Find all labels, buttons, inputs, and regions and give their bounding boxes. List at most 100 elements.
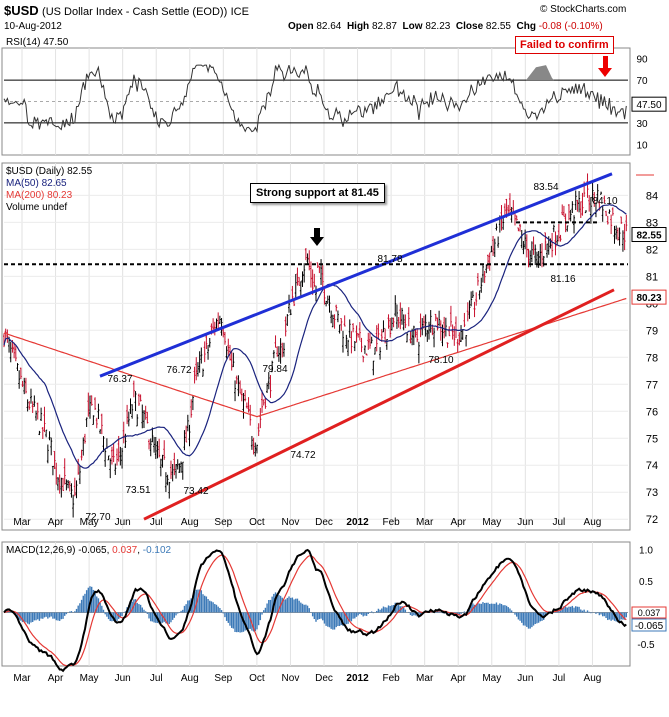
x-tick-label-price: Jun	[517, 517, 533, 528]
chg-value: -0.08 (-0.10%)	[538, 21, 603, 32]
rsi-red-arrow-icon	[598, 56, 612, 77]
ma50-legend: MA(50) 82.65	[6, 178, 92, 190]
ma50-line	[3, 203, 627, 469]
x-tick-label-price: Aug	[584, 517, 602, 528]
down-arrow-icon	[310, 228, 324, 246]
x-tick-label-price: Aug	[181, 517, 199, 528]
x-tick-label-price: Apr	[48, 517, 64, 528]
x-tick-label-macd: Dec	[315, 673, 333, 684]
x-tick-label-macd: Mar	[416, 673, 434, 684]
price-annotation: 76.37	[107, 374, 132, 385]
grid-lines	[4, 48, 628, 666]
x-tick-label-macd: 2012	[346, 673, 369, 684]
price-annotation: 81.16	[550, 274, 575, 285]
macd-value: -0.065	[78, 545, 107, 556]
strong-support-callout: Strong support at 81.45	[250, 183, 385, 203]
chg-label: Chg	[516, 21, 536, 32]
ma50-value: 82.65	[41, 178, 67, 189]
price-annotation: 84.10	[592, 196, 617, 207]
x-tick-label-macd: Aug	[181, 673, 199, 684]
high-value: 82.87	[371, 21, 397, 32]
x-tick-label-price: May	[482, 517, 501, 528]
price-panel-frame	[1, 162, 631, 531]
price-y-tick-label: 79	[646, 325, 658, 337]
macd-value-tag-bg	[631, 618, 667, 632]
x-tick-label-macd: Aug	[584, 673, 602, 684]
high-label: High	[346, 21, 370, 32]
macd-hist-value: -0.102	[142, 545, 172, 556]
x-tick-label-macd: Oct	[249, 673, 265, 684]
exchange: ICE	[230, 6, 249, 18]
rsi-label-row: RSI(14) 47.50	[6, 37, 68, 48]
price-label: $USD (Daily)	[6, 166, 65, 177]
macd-y-tick-label: 1.0	[639, 546, 653, 557]
x-tick-label-price: Mar	[416, 517, 434, 528]
close-label: Close	[455, 21, 484, 32]
x-tick-label-macd: Feb	[382, 673, 400, 684]
watermark: © StockCharts.com	[540, 4, 627, 15]
price-y-tick-label: 78	[646, 352, 658, 364]
rsi-value-tag-bg	[631, 96, 667, 112]
ma200-tag: 80.23	[636, 293, 661, 304]
price-legend: $USD (Daily) 82.55 MA(50) 82.65 MA(200) …	[6, 166, 92, 214]
x-tick-label-price: Jun	[115, 517, 131, 528]
close-value: 82.55	[485, 21, 511, 32]
x-tick-label-macd: Apr	[450, 673, 466, 684]
low-label: Low	[402, 21, 423, 32]
rsi-layer	[3, 56, 627, 134]
chart-date: 10-Aug-2012	[4, 21, 62, 32]
x-tick-label-macd: Jun	[517, 673, 533, 684]
macd-signal-line	[3, 554, 627, 667]
symbol: $USD	[4, 3, 39, 18]
macd-signal-tag-bg	[631, 606, 667, 619]
ma200-line	[3, 297, 627, 418]
rsi-value-tag: 47.50	[636, 100, 661, 111]
x-tick-label-macd: Jul	[150, 673, 163, 684]
low-value: 82.23	[425, 21, 451, 32]
x-tick-label-price: Dec	[315, 517, 333, 528]
x-tick-label-price: Feb	[382, 517, 400, 528]
open-label: Open	[288, 21, 314, 32]
price-value: 82.55	[67, 166, 93, 177]
ma200-label: MA(200)	[6, 190, 45, 201]
x-tick-label-macd: Nov	[282, 673, 300, 684]
price-annotation: 83.54	[533, 182, 558, 193]
price-y-tick-label: 76	[646, 406, 658, 418]
price-y-tick-label: 81	[646, 271, 658, 283]
x-tick-label-price: Nov	[282, 517, 300, 528]
macd-layer	[3, 548, 628, 673]
price-annotation: 73.42	[183, 486, 208, 497]
x-tick-label-price: Oct	[249, 517, 265, 528]
rsi-value: 47.50	[43, 37, 69, 48]
x-tick-label-macd: Jul	[552, 673, 565, 684]
failed-to-confirm-callout: Failed to confirm	[515, 36, 614, 54]
price-legend-main: $USD (Daily) 82.55	[6, 166, 92, 178]
price-y-tick-label: 72	[646, 514, 658, 526]
price-annotation: 81.78	[377, 254, 402, 265]
x-tick-label-macd: May	[482, 673, 501, 684]
price-layer: 72.70 73.51 73.42 76.37 76.72 79.84 74.72 81.78…	[3, 172, 628, 523]
price-y-tick-label: 83	[646, 217, 658, 229]
price-y-tick-label: 73	[646, 487, 658, 499]
price-annotation: 73.51	[125, 485, 150, 496]
volume-legend: Volume undef	[6, 202, 92, 214]
upper-trendline	[99, 172, 613, 378]
axis-layer: Mar Mar Apr Apr May May Jun Jun Jul Jul Aug Aug Sep S…	[13, 55, 667, 684]
x-tick-label-macd: Apr	[48, 673, 64, 684]
rsi-line	[3, 63, 627, 134]
macd-label: MACD(12,26,9)	[6, 545, 76, 556]
price-y-tick-label: 84	[646, 190, 658, 202]
price-annotation: 78.10	[428, 355, 453, 366]
x-tick-label-macd: May	[80, 673, 99, 684]
rsi-y-tick-label: 70	[636, 76, 648, 87]
rsi-y-tick-label: 30	[636, 119, 648, 130]
price-y-tick-label: 77	[646, 379, 658, 391]
rsi-label: RSI(14)	[6, 37, 41, 48]
last-price-tag: 82.55	[636, 231, 661, 242]
x-tick-label-macd: Jun	[115, 673, 131, 684]
lower-trendline	[143, 288, 615, 521]
x-tick-label-price: Sep	[214, 517, 232, 528]
price-annotation: 76.72	[166, 365, 191, 376]
ma200-value: 80.23	[47, 190, 73, 201]
